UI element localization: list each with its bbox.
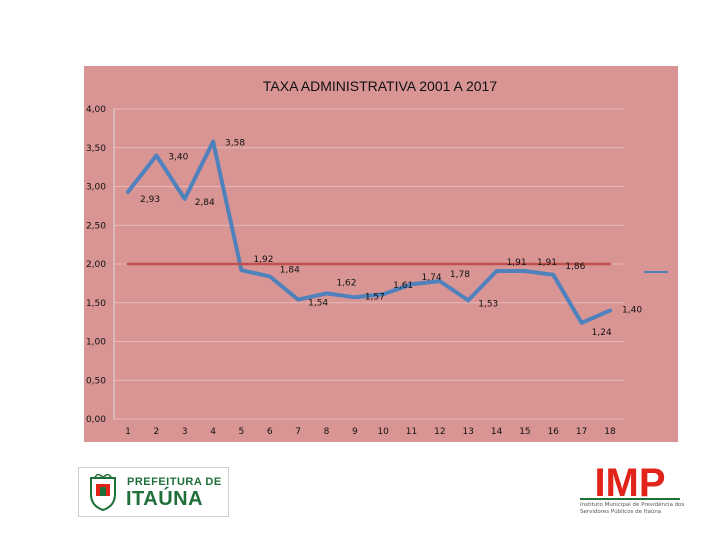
x-tick-label: 13 [463, 427, 474, 437]
x-tick-label: 14 [491, 427, 503, 437]
data-label: 1,78 [450, 270, 470, 280]
x-tick-label: 17 [576, 427, 587, 437]
x-tick-label: 10 [377, 427, 389, 437]
data-label: 1,91 [537, 258, 557, 268]
x-tick-label: 8 [324, 427, 330, 437]
y-tick-label: 4,00 [86, 105, 106, 115]
y-tick-label: 2,00 [86, 260, 106, 270]
x-tick-label: 5 [239, 427, 245, 437]
y-tick-label: 3,00 [86, 183, 106, 193]
y-tick-label: 0,00 [86, 415, 106, 425]
data-label: 1,61 [393, 281, 413, 291]
data-label: 1,24 [592, 328, 612, 338]
x-tick-label: 11 [406, 427, 417, 437]
x-tick-label: 9 [352, 427, 358, 437]
data-labels: 2,93 3,40 2,84 3,58 1,92 1,84 1,54 1,62 1,57 1,61… [140, 139, 642, 338]
x-tick-label: 18 [604, 427, 616, 437]
data-label: 1,74 [422, 273, 442, 283]
data-label: 1,57 [365, 292, 385, 302]
x-tick-label: 12 [434, 427, 445, 437]
chart-title: TAXA ADMINISTRATIVA 2001 A 2017 [263, 78, 497, 94]
imp-subtitle: Instituto Municipal de Previdência dos S… [580, 502, 685, 515]
axes: 4,003,503,002,502,001,501,000,500,001 2 3 4… [86, 105, 616, 437]
y-tick-label: 3,50 [86, 144, 106, 154]
data-label: 1,53 [478, 299, 498, 309]
y-tick-label: 2,50 [86, 221, 106, 231]
y-tick-label: 1,00 [86, 338, 106, 348]
series-line [126, 139, 612, 325]
data-label: 1,92 [253, 255, 273, 265]
y-tick-label: 0,50 [86, 376, 106, 386]
data-label: 2,93 [140, 195, 160, 205]
x-tick-label: 6 [267, 427, 273, 437]
chart-area: TAXA ADMINISTRATIVA 2001 A 2017 4,00 3,50… [84, 66, 678, 442]
imp-logo: IMP Instituto Municipal de Previdência d… [578, 462, 688, 522]
crest-icon [90, 474, 116, 512]
data-label: 1,54 [308, 299, 328, 309]
data-label: 1,86 [565, 262, 585, 272]
x-tick-label: 3 [182, 427, 188, 437]
data-label: 1,84 [280, 265, 300, 275]
data-label: 3,58 [225, 139, 245, 149]
data-label: 3,40 [168, 153, 188, 163]
x-tick-label: 7 [295, 427, 301, 437]
line-chart: TAXA ADMINISTRATIVA 2001 A 2017 4,00 3,50… [86, 78, 668, 437]
y-tick-label: 1,50 [86, 299, 106, 309]
data-label: 1,91 [507, 258, 527, 268]
logo-line-2: ITAÚNA [126, 488, 204, 510]
prefeitura-logo: PREFEITURA DE ITAÚNA [78, 467, 229, 517]
logo-line-1: PREFEITURA DE [127, 476, 222, 488]
x-tick-label: 1 [125, 427, 131, 437]
x-tick-label: 4 [210, 427, 216, 437]
x-tick-label: 2 [153, 427, 159, 437]
series [126, 139, 612, 325]
imp-mark-text: IMP [594, 462, 665, 502]
data-label: 1,40 [622, 306, 642, 316]
x-tick-label: 16 [548, 427, 560, 437]
data-label: 1,62 [336, 278, 356, 288]
imp-mark: IMP [580, 462, 680, 502]
x-tick-label: 15 [519, 427, 530, 437]
data-label: 2,84 [195, 198, 215, 208]
